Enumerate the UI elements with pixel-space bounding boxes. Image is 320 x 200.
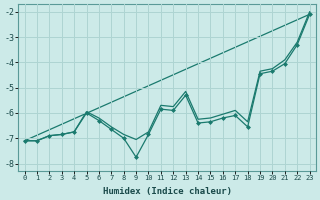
X-axis label: Humidex (Indice chaleur): Humidex (Indice chaleur) bbox=[103, 187, 232, 196]
